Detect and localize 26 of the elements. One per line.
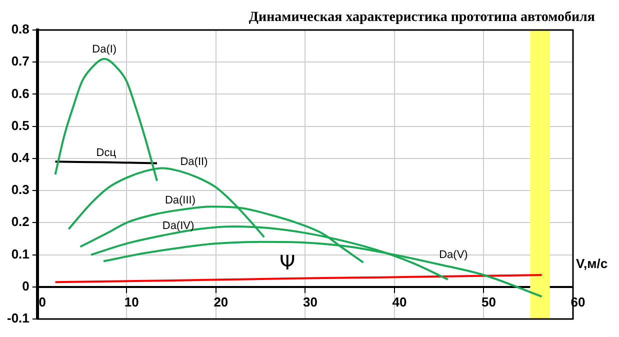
y-tick-label: 0 xyxy=(22,278,30,294)
series-label: Da(I) xyxy=(92,43,117,56)
series-label: Da(II) xyxy=(180,156,208,168)
series-label: Ψ xyxy=(279,250,296,275)
x-tick-label: 20 xyxy=(214,294,228,310)
y-tick-label: 0.3 xyxy=(11,182,30,198)
x-tick-label: 40 xyxy=(392,294,407,310)
y-tick-label: 0.6 xyxy=(11,86,30,101)
x-tick-label: 0 xyxy=(38,294,46,310)
y-tick-label: 0.7 xyxy=(11,54,30,69)
x-tick-label: 50 xyxy=(482,294,496,310)
series-label: Da(III) xyxy=(164,194,196,206)
y-tick-label: 0.8 xyxy=(11,22,30,37)
y-tick-label: 0.2 xyxy=(11,214,30,230)
y-tick-label: -0.1 xyxy=(6,310,30,326)
series-label: Da(V) xyxy=(439,248,468,261)
x-tick-label: 30 xyxy=(302,294,318,310)
y-tick-label: 0.4 xyxy=(11,150,30,166)
line-series xyxy=(54,274,543,284)
x-axis-title: V,м/с xyxy=(576,256,608,271)
x-tick-label: 10 xyxy=(124,294,139,310)
y-tick-label: 0.5 xyxy=(11,118,30,133)
chart-title: Динамическая характеристика прототипа автомобиля xyxy=(248,10,595,26)
series-label: Dсц xyxy=(96,146,117,159)
y-tick-label: 0.1 xyxy=(11,246,30,262)
series-label: Da(IV) xyxy=(162,220,194,232)
